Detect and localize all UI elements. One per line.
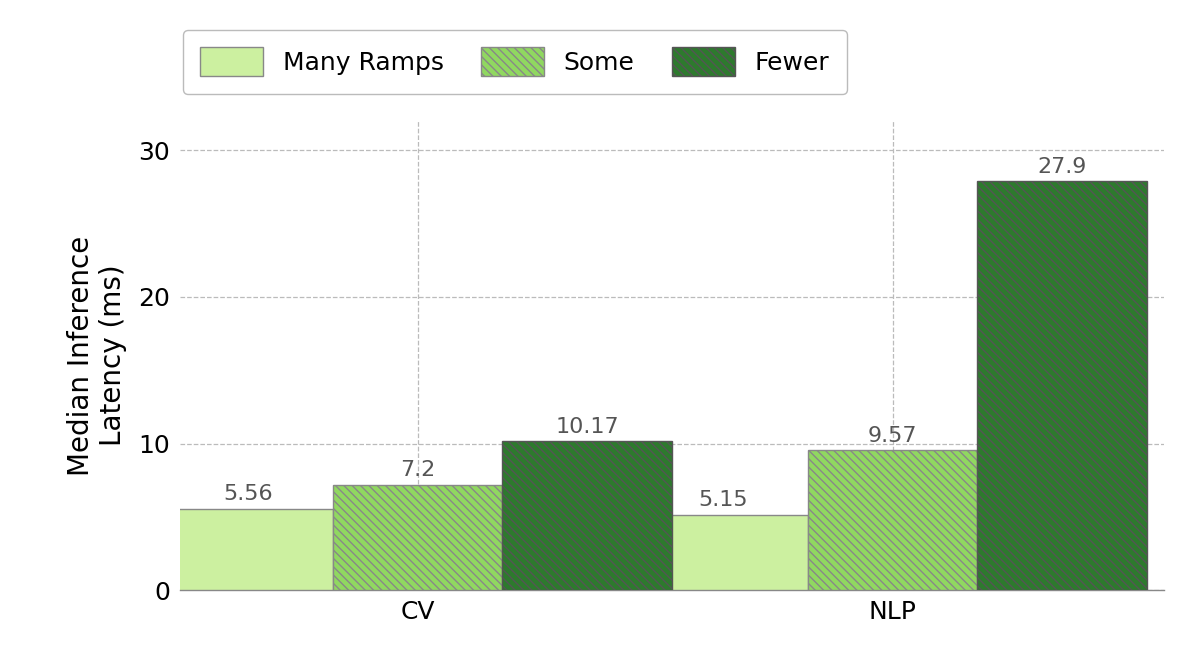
Text: 5.15: 5.15 (698, 491, 748, 511)
Text: 27.9: 27.9 (1038, 156, 1087, 176)
Text: 7.2: 7.2 (400, 460, 436, 480)
Bar (332, 484, 503, 590)
Bar (808, 450, 977, 590)
Y-axis label: Median Inference
Latency (ms): Median Inference Latency (ms) (67, 236, 127, 476)
Bar (503, 442, 672, 590)
Text: 9.57: 9.57 (868, 425, 917, 446)
Text: 10.17: 10.17 (556, 417, 619, 437)
Bar (163, 509, 332, 590)
Bar (977, 181, 1147, 590)
Bar (638, 515, 808, 590)
Legend: Many Ramps, Some, Fewer: Many Ramps, Some, Fewer (182, 30, 847, 94)
Text: 5.56: 5.56 (223, 484, 272, 505)
